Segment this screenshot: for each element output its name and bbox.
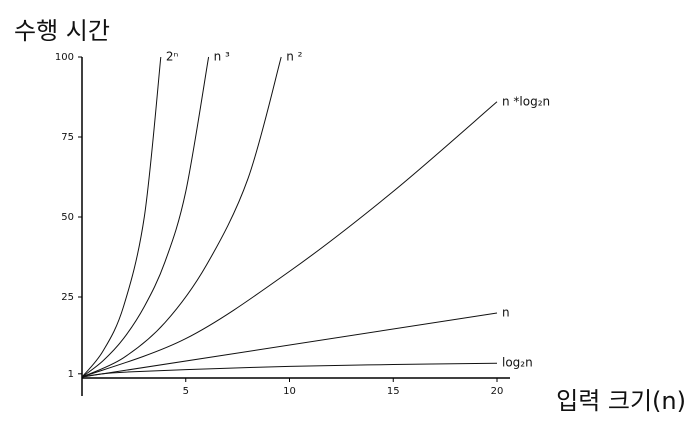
y-axis-title: 수행 시간 — [14, 17, 110, 45]
series-label: n — [502, 306, 510, 320]
series-line — [81, 56, 282, 378]
series-label: n ³ — [214, 50, 230, 64]
series-label: n ² — [286, 50, 302, 64]
y-tick-label: 25 — [61, 292, 74, 303]
x-axis-title: 입력 크기(n) — [556, 387, 686, 415]
series-line — [81, 362, 498, 378]
y-tick-label: 1 — [68, 369, 74, 380]
y-tick-label: 100 — [55, 52, 74, 63]
series-line — [81, 56, 162, 378]
y-tick-label: 50 — [61, 212, 74, 223]
series-line — [81, 101, 498, 378]
x-tick-label: 10 — [283, 386, 296, 397]
series-line — [81, 312, 498, 378]
series-label: log₂n — [502, 356, 533, 370]
series-line — [81, 56, 210, 378]
series-label: n *log₂n — [502, 94, 550, 108]
x-tick-label: 5 — [183, 386, 189, 397]
series-label: 2ⁿ — [166, 50, 179, 64]
y-tick-label: 75 — [61, 132, 74, 143]
x-tick-label: 15 — [387, 386, 400, 397]
x-tick-label: 20 — [491, 386, 504, 397]
